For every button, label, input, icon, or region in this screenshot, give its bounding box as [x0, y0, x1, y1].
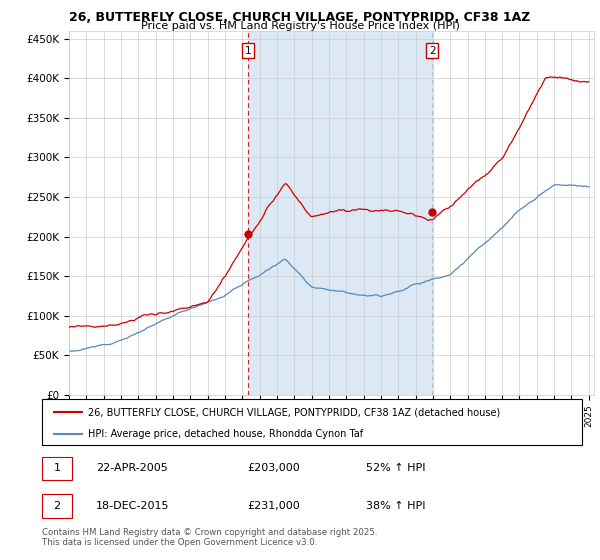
Text: Price paid vs. HM Land Registry's House Price Index (HPI): Price paid vs. HM Land Registry's House … — [140, 21, 460, 31]
Text: £231,000: £231,000 — [247, 501, 300, 511]
Text: 26, BUTTERFLY CLOSE, CHURCH VILLAGE, PONTYPRIDD, CF38 1AZ: 26, BUTTERFLY CLOSE, CHURCH VILLAGE, PON… — [70, 11, 530, 24]
Text: 1: 1 — [244, 45, 251, 55]
Text: 2: 2 — [53, 501, 61, 511]
Text: 38% ↑ HPI: 38% ↑ HPI — [366, 501, 425, 511]
Bar — [42, 494, 72, 518]
Bar — [42, 456, 72, 480]
Text: 22-APR-2005: 22-APR-2005 — [96, 463, 168, 473]
Text: £203,000: £203,000 — [247, 463, 300, 473]
Text: 2: 2 — [429, 45, 436, 55]
Text: 18-DEC-2015: 18-DEC-2015 — [96, 501, 170, 511]
Bar — [248, 31, 433, 395]
Text: 52% ↑ HPI: 52% ↑ HPI — [366, 463, 425, 473]
Text: Contains HM Land Registry data © Crown copyright and database right 2025.
This d: Contains HM Land Registry data © Crown c… — [42, 528, 377, 547]
Text: 26, BUTTERFLY CLOSE, CHURCH VILLAGE, PONTYPRIDD, CF38 1AZ (detached house): 26, BUTTERFLY CLOSE, CHURCH VILLAGE, PON… — [88, 407, 500, 417]
Text: 1: 1 — [53, 463, 61, 473]
Text: HPI: Average price, detached house, Rhondda Cynon Taf: HPI: Average price, detached house, Rhon… — [88, 429, 363, 438]
